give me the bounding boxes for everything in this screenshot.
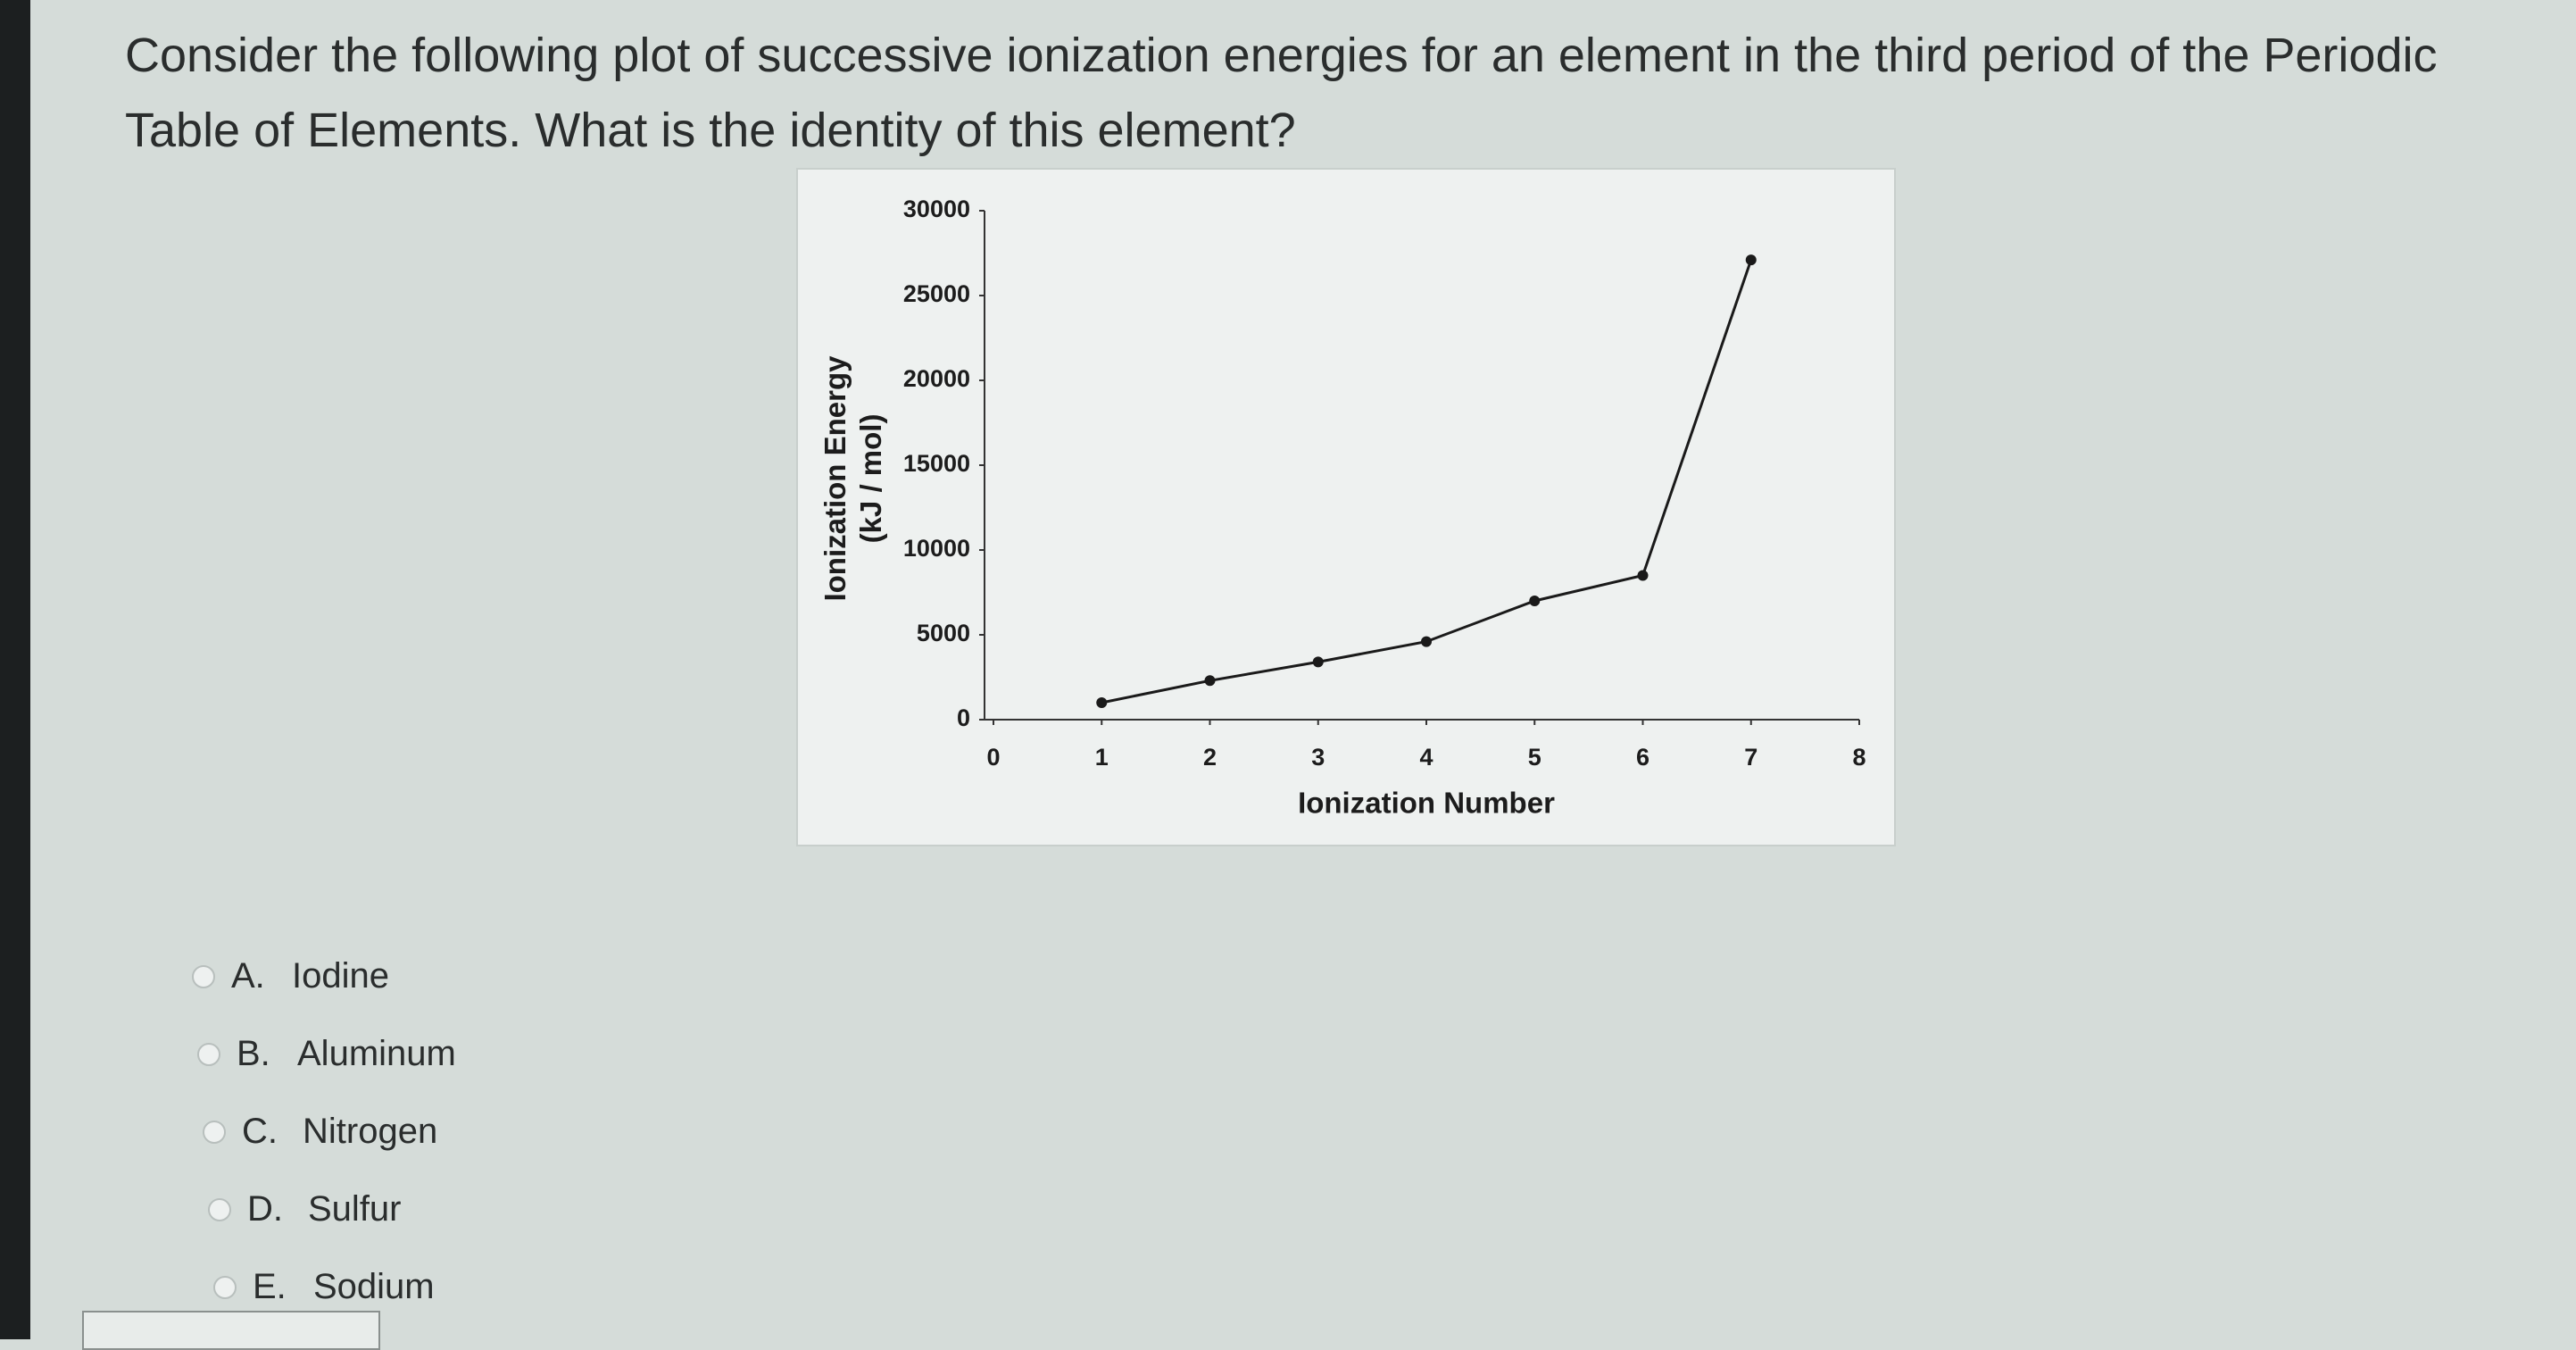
y-tick-label: 25000 bbox=[903, 280, 970, 307]
radio-button[interactable] bbox=[213, 1275, 237, 1299]
x-tick-label: 6 bbox=[1636, 744, 1649, 771]
option-text: Aluminum bbox=[297, 1034, 456, 1073]
data-point bbox=[1096, 697, 1108, 708]
x-tick-label: 5 bbox=[1528, 744, 1541, 771]
option-letter: C. bbox=[242, 1112, 278, 1151]
answer-options: A. Iodine B. Aluminum C. Nitrogen D. Sulfur E. So… bbox=[192, 938, 456, 1326]
data-point bbox=[1421, 636, 1432, 647]
x-tick-label: 8 bbox=[1852, 744, 1866, 771]
data-point bbox=[1529, 596, 1541, 606]
chart-container: 0 5000 10000 15000 20000 25000 30000 0 1 2 3 4 5 6 7 8 I… bbox=[796, 168, 1896, 846]
option-text: Iodine bbox=[292, 956, 389, 996]
answer-option[interactable]: D. Sulfur bbox=[208, 1171, 456, 1248]
x-tick-label: 1 bbox=[1095, 744, 1109, 771]
answer-option[interactable]: A. Iodine bbox=[192, 938, 456, 1015]
y-tick-label: 20000 bbox=[903, 365, 970, 392]
y-axis-title-line: Ionization Energy bbox=[819, 355, 852, 602]
x-tick-label: 2 bbox=[1203, 744, 1217, 771]
y-axis-title: Ionization Energy(kJ / mol) bbox=[819, 355, 887, 602]
x-axis-title: Ionization Number bbox=[1298, 787, 1555, 820]
data-point bbox=[1312, 656, 1324, 668]
option-letter: B. bbox=[237, 1034, 270, 1073]
radio-button[interactable] bbox=[203, 1120, 226, 1144]
answer-option[interactable]: C. Nitrogen bbox=[203, 1093, 456, 1171]
x-tick-label: 4 bbox=[1419, 744, 1433, 771]
data-point bbox=[1637, 570, 1649, 581]
y-axis-title-line: (kJ / mol) bbox=[854, 414, 887, 544]
radio-button[interactable] bbox=[192, 964, 215, 988]
radio-button[interactable] bbox=[197, 1042, 220, 1066]
button[interactable] bbox=[82, 1311, 380, 1350]
option-text: Nitrogen bbox=[303, 1112, 438, 1151]
screen-edge bbox=[0, 0, 30, 1339]
x-tick-label: 0 bbox=[986, 744, 1000, 771]
option-letter: D. bbox=[247, 1189, 283, 1229]
option-text: Sulfur bbox=[308, 1189, 402, 1229]
data-point bbox=[1204, 675, 1216, 687]
question-text: Consider the following plot of successiv… bbox=[125, 29, 2438, 157]
answer-option[interactable]: E. Sodium bbox=[213, 1248, 456, 1326]
option-letter: E. bbox=[253, 1267, 287, 1306]
x-tick-label: 7 bbox=[1744, 744, 1757, 771]
y-tick-label: 15000 bbox=[903, 450, 970, 477]
y-tick-label: 30000 bbox=[903, 196, 970, 222]
y-tick-label: 0 bbox=[957, 704, 970, 731]
y-tick-label: 5000 bbox=[917, 620, 970, 646]
answer-option[interactable]: B. Aluminum bbox=[197, 1015, 456, 1093]
radio-button[interactable] bbox=[208, 1197, 231, 1221]
option-text: Sodium bbox=[313, 1267, 435, 1306]
x-tick-label: 3 bbox=[1311, 744, 1325, 771]
option-letter: A. bbox=[231, 956, 265, 996]
y-tick-label: 10000 bbox=[903, 535, 970, 562]
data-point bbox=[1745, 254, 1757, 266]
chart: 0 5000 10000 15000 20000 25000 30000 0 1 2 3 4 5 6 7 8 I… bbox=[819, 196, 1866, 820]
